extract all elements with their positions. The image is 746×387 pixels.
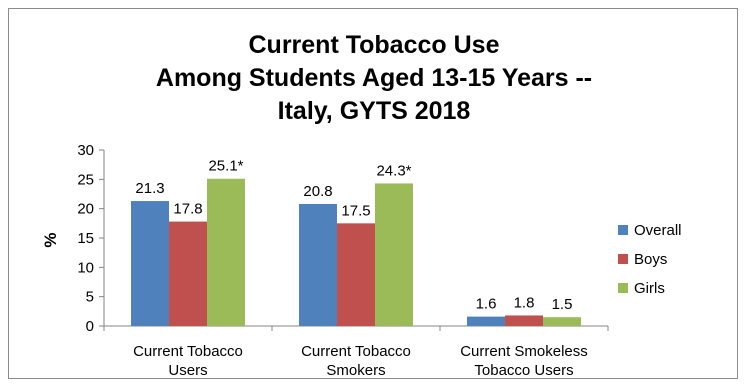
chart-title: Current Tobacco Use Among Students Aged …: [9, 29, 739, 128]
data-label: 21.3: [135, 180, 164, 197]
legend-swatch-boys: [618, 254, 628, 264]
bars: [131, 178, 581, 326]
legend-label-overall: Overall: [634, 222, 682, 239]
data-label: 20.8: [303, 183, 332, 200]
data-labels: 21.3 17.8 25.1* 20.8 17.5 24.3* 1.6 1.8 1.5: [135, 158, 572, 313]
bar-overall-1: [131, 201, 169, 326]
legend: Overall Boys Girls: [618, 222, 682, 297]
x-tick-label: Smokers: [326, 362, 385, 379]
x-tick-label: Current Tobacco: [133, 343, 243, 360]
data-label: 17.8: [173, 201, 202, 218]
bar-girls-3: [543, 317, 581, 326]
x-tick-label: Current Smokeless: [460, 343, 588, 360]
chart-title-line-2: Among Students Aged 13-15 Years --: [155, 64, 593, 92]
y-tick-labels: 0 5 10 15 20 25 30: [77, 142, 94, 335]
data-label: 25.1*: [208, 158, 243, 175]
y-tick-label: 30: [77, 142, 94, 159]
bar-overall-2: [299, 203, 337, 326]
y-tick-label: 0: [86, 318, 94, 335]
legend-swatch-overall: [618, 225, 628, 235]
bar-boys-2: [337, 223, 375, 326]
data-label: 1.5: [552, 296, 573, 313]
x-tick-labels: Current Tobacco Users Current Tobacco Smoke…: [133, 343, 588, 379]
legend-label-boys: Boys: [634, 251, 667, 268]
data-label: 24.3*: [376, 162, 411, 179]
data-label: 1.6: [476, 296, 497, 313]
legend-label-girls: Girls: [634, 280, 665, 297]
y-tick-label: 25: [77, 171, 94, 188]
chart-title-line-3: Italy, GYTS 2018: [277, 97, 471, 125]
y-tick-label: 5: [86, 289, 94, 306]
y-tick-label: 20: [77, 201, 94, 218]
y-tick-label: 10: [77, 259, 94, 276]
x-tick-label: Users: [168, 362, 207, 379]
y-tick-label: 15: [77, 230, 94, 247]
chart-title-line-1: Current Tobacco Use: [248, 31, 500, 59]
bar-overall-3: [467, 316, 505, 326]
legend-swatch-girls: [618, 283, 628, 293]
bar-girls-2: [375, 183, 413, 326]
data-label: 1.8: [514, 294, 535, 311]
bar-boys-3: [505, 315, 543, 326]
data-label: 17.5: [341, 202, 370, 219]
bar-girls-1: [207, 178, 245, 326]
y-axis-label: %: [41, 232, 60, 247]
x-tick-label: Current Tobacco: [301, 343, 411, 360]
bar-boys-1: [169, 221, 207, 326]
x-tick-label: Tobacco Users: [474, 362, 573, 379]
